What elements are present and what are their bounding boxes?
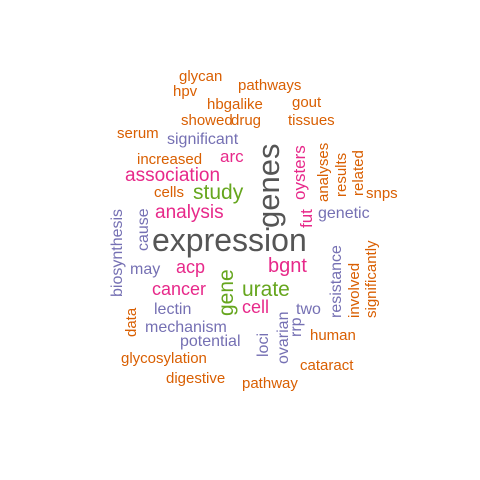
word-analyses: analyses <box>315 142 332 202</box>
word-cancer: cancer <box>152 279 207 299</box>
word-digestive: digestive <box>166 370 226 387</box>
word-cause: cause <box>135 208 152 251</box>
word-significantly: significantly <box>363 240 380 318</box>
word-lectin: lectin <box>154 301 192 318</box>
word-pathways: pathways <box>238 77 302 94</box>
word-increased: increased <box>137 151 203 168</box>
word-urate: urate <box>242 278 290 301</box>
word-tissues: tissues <box>288 112 335 129</box>
word-two: two <box>296 301 321 318</box>
word-human: human <box>310 327 356 344</box>
word-drug: drug <box>231 112 262 129</box>
word-study: study <box>193 181 244 204</box>
word-resistance: resistance <box>328 245 345 318</box>
word-gout: gout <box>292 94 322 111</box>
word-involved: involved <box>346 262 363 318</box>
word-showed: showed <box>181 112 233 129</box>
word-hpv: hpv <box>173 83 198 100</box>
word-may: may <box>130 261 161 278</box>
word-ovarian: ovarian <box>275 311 292 364</box>
word-mechanism: mechanism <box>145 319 227 336</box>
word-oysters: oysters <box>290 145 309 200</box>
word-serum: serum <box>117 125 159 142</box>
word-cataract: cataract <box>300 357 354 374</box>
word-data: data <box>123 307 140 337</box>
word-acp: acp <box>176 257 206 277</box>
word-snps: snps <box>366 185 398 202</box>
word-cell: cell <box>242 297 270 317</box>
word-genes: genes <box>251 143 286 228</box>
word-loci: loci <box>255 332 272 357</box>
word-glycan: glycan <box>179 68 223 85</box>
word-potential: potential <box>180 333 241 350</box>
word-results: results <box>333 152 350 197</box>
word-pathway: pathway <box>242 375 298 392</box>
word-related: related <box>350 150 367 196</box>
word-expression: expression <box>152 222 307 258</box>
word-bgnt: bgnt <box>268 255 307 277</box>
word-cells: cells <box>154 184 185 201</box>
word-significant: significant <box>167 131 239 148</box>
word-fut: fut <box>297 209 316 228</box>
word-genetic: genetic <box>318 205 370 222</box>
word-biosynthesis: biosynthesis <box>109 208 126 297</box>
word-gene: gene <box>215 269 238 316</box>
word-analysis: analysis <box>155 202 224 223</box>
word-hbgalike: hbgalike <box>207 96 263 113</box>
word-glycosylation: glycosylation <box>121 350 207 367</box>
word-arc: arc <box>220 147 244 166</box>
word-association: association <box>125 165 221 186</box>
